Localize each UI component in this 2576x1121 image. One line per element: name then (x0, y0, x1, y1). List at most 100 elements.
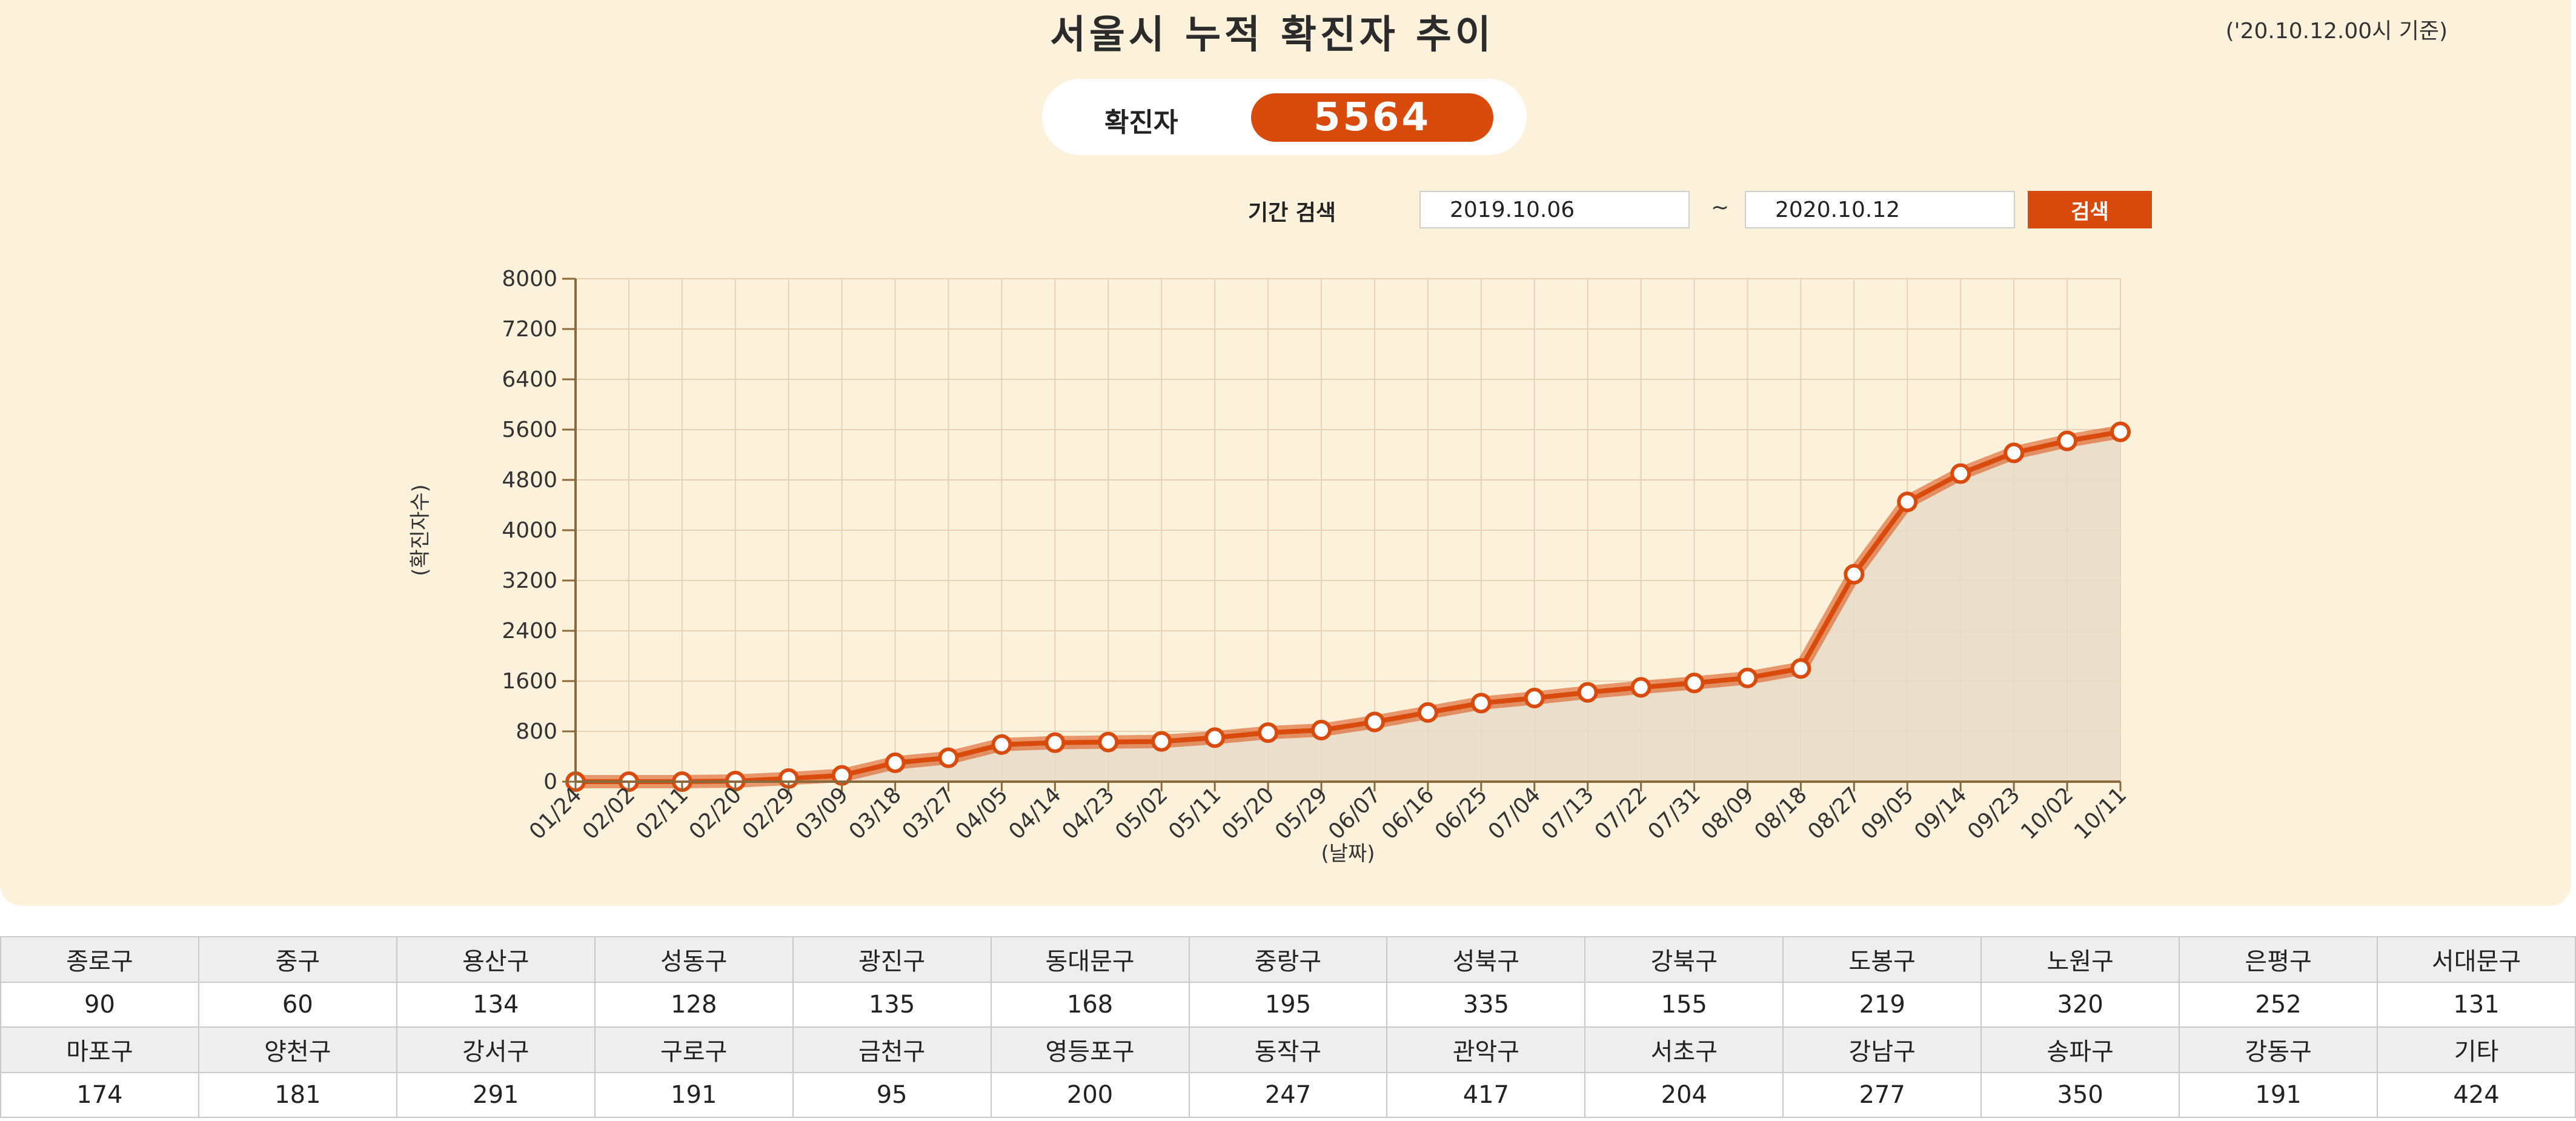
y-tick-label: 2400 (502, 619, 557, 644)
district-name-cell: 서초구 (1584, 1026, 1784, 1073)
y-tick-label: 4000 (502, 518, 557, 543)
district-name-cell: 양천구 (198, 1026, 397, 1073)
x-tick-label: 04/14 (1004, 782, 1066, 844)
district-name-cell: 마포구 (0, 1026, 199, 1073)
x-tick-label: 03/18 (845, 782, 906, 844)
x-tick-label: 06/25 (1430, 782, 1492, 844)
district-name-cell: 송파구 (1980, 1026, 2180, 1073)
data-point (2057, 430, 2078, 451)
confirmed-label: 확진자 (1104, 107, 1178, 138)
district-name-cell: 중구 (198, 936, 397, 983)
district-value-row: 90 60 134 128 135 168 195 335 155 219 320 252 131 (0, 981, 2576, 1028)
district-value-cell: 60 (198, 981, 397, 1028)
district-table: 종로구 중구 용산구 성동구 광진구 동대문구 중랑구 성북구 강북구 도봉구 노원구 은평구 서대문구… (0, 936, 2576, 1118)
district-value-row: 174 181 291 191 95 200 247 417 204 277 350 191 424 (0, 1071, 2576, 1118)
x-tick-label: 03/27 (898, 782, 960, 844)
end-date-input[interactable] (1745, 191, 2015, 228)
x-tick-label: 07/13 (1537, 782, 1599, 844)
x-tick-label: 02/20 (685, 782, 746, 844)
district-value-cell: 417 (1386, 1071, 1586, 1118)
district-value-cell: 95 (792, 1071, 992, 1118)
data-point (1737, 667, 1758, 688)
data-point (1897, 491, 1918, 513)
district-value-cell: 135 (792, 981, 992, 1028)
district-value-cell: 134 (396, 981, 596, 1028)
district-value-cell: 181 (198, 1071, 397, 1118)
x-tick-label: 09/23 (1963, 782, 2025, 844)
x-tick-label: 08/18 (1750, 782, 1811, 844)
district-value-cell: 204 (1584, 1071, 1784, 1118)
district-name-cell: 도봉구 (1782, 936, 1982, 983)
data-point (991, 734, 1012, 755)
x-tick-label: 07/31 (1644, 782, 1705, 844)
data-point (938, 747, 959, 768)
x-tick-label: 09/14 (1910, 782, 1971, 844)
data-point (1311, 719, 1332, 740)
district-name-cell: 구로구 (594, 1026, 794, 1073)
date-range-separator: ~ (1711, 195, 1730, 220)
x-tick-label: 10/11 (2070, 782, 2131, 844)
district-name-cell: 기타 (2377, 1026, 2576, 1073)
district-value-cell: 335 (1386, 981, 1586, 1028)
district-name-cell: 성북구 (1386, 936, 1586, 983)
x-tick-label: 05/02 (1110, 782, 1172, 844)
district-name-row: 종로구 중구 용산구 성동구 광진구 동대문구 중랑구 성북구 강북구 도봉구 노원구 은평구 서대문구 (0, 936, 2576, 983)
series-area (576, 431, 2120, 782)
x-tick-label: 07/04 (1484, 782, 1545, 844)
x-tick-label: 06/16 (1377, 782, 1439, 844)
confirmed-count-badge: 5564 (1251, 93, 1493, 142)
district-name-cell: 금천구 (792, 1026, 992, 1073)
page-title: 서울시 누적 확진자 추이 (1050, 13, 1495, 58)
district-name-cell: 서대문구 (2377, 936, 2576, 983)
district-value-cell: 247 (1188, 1071, 1388, 1118)
district-name-cell: 강북구 (1584, 936, 1784, 983)
confirmed-summary: 확진자 5564 (1042, 79, 1527, 155)
x-tick-label: 05/29 (1270, 782, 1332, 844)
x-tick-label: 09/05 (1856, 782, 1918, 844)
data-point (1098, 731, 1119, 753)
y-tick-label: 1600 (502, 669, 557, 694)
x-tick-label: 08/27 (1803, 782, 1865, 844)
district-value-cell: 320 (1980, 981, 2180, 1028)
data-point (1417, 702, 1438, 723)
search-button[interactable]: 검색 (2028, 191, 2152, 228)
data-point (1790, 658, 1811, 679)
district-value-cell: 277 (1782, 1071, 1982, 1118)
data-point (1470, 693, 1492, 714)
district-value-cell: 219 (1782, 981, 1982, 1028)
data-point (1524, 688, 1545, 709)
data-point (1204, 727, 1226, 748)
district-value-cell: 195 (1188, 981, 1388, 1028)
data-point (1844, 564, 1865, 585)
y-axis-title: (확진자수) (408, 484, 433, 576)
x-tick-label: 05/20 (1217, 782, 1279, 844)
data-basis-note: ('20.10.12.00시 기준) (2225, 19, 2448, 44)
district-value-cell: 252 (2179, 981, 2378, 1028)
x-tick-label: 05/11 (1164, 782, 1226, 844)
y-tick-label: 6400 (502, 367, 557, 392)
district-value-cell: 200 (990, 1071, 1190, 1118)
y-tick-label: 0 (543, 770, 557, 794)
district-name-cell: 용산구 (396, 936, 596, 983)
start-date-input[interactable] (1419, 191, 1690, 228)
district-name-cell: 종로구 (0, 936, 199, 983)
data-point (1577, 682, 1598, 703)
period-search-label: 기간 검색 (1248, 201, 1336, 225)
x-tick-label: 04/05 (951, 782, 1012, 844)
district-name-row: 마포구 양천구 강서구 구로구 금천구 영등포구 동작구 관악구 서초구 강남구 송파구 강동구 기타 (0, 1026, 2576, 1073)
x-tick-label: 02/29 (738, 782, 800, 844)
data-point (1151, 731, 1172, 752)
district-name-cell: 강동구 (2179, 1026, 2378, 1073)
data-point (2003, 442, 2025, 464)
x-tick-label: 02/11 (631, 782, 693, 844)
district-name-cell: 중랑구 (1188, 936, 1388, 983)
district-name-cell: 강서구 (396, 1026, 596, 1073)
district-name-cell: 영등포구 (990, 1026, 1190, 1073)
x-tick-label: 07/22 (1590, 782, 1652, 844)
data-point (1364, 711, 1385, 733)
district-value-cell: 155 (1584, 981, 1784, 1028)
y-tick-label: 800 (516, 719, 557, 744)
y-tick-label: 7200 (502, 317, 557, 342)
x-tick-label: 03/09 (791, 782, 853, 844)
x-tick-label: 08/09 (1696, 782, 1758, 844)
